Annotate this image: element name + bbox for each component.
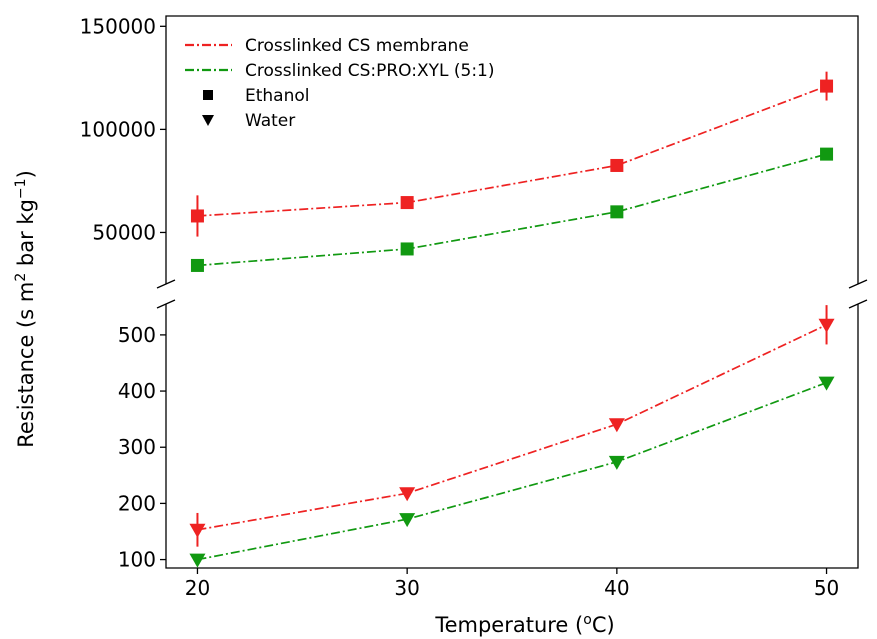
x-tick-label: 30: [394, 576, 419, 600]
legend-label: Crosslinked CS membrane: [245, 36, 469, 56]
data-point: [191, 259, 204, 272]
legend-label: Ethanol: [245, 86, 310, 106]
data-point: [191, 209, 204, 222]
data-point: [401, 242, 414, 255]
data-point: [820, 80, 833, 93]
data-point: [610, 205, 623, 218]
x-tick-label: 50: [814, 576, 839, 600]
x-tick-label: 40: [604, 576, 629, 600]
legend-label: Crosslinked CS:PRO:XYL (5:1): [245, 61, 495, 81]
y-axis-label: Resistance (s m2 bar kg−1): [13, 170, 38, 448]
y-tick-label: 200: [118, 491, 156, 515]
y-tick-label: 50000: [92, 220, 156, 244]
x-tick-label: 20: [185, 576, 210, 600]
data-point: [401, 196, 414, 209]
y-tick-label: 400: [118, 379, 156, 403]
y-tick-label: 500: [118, 323, 156, 347]
legend-label: Water: [245, 111, 295, 131]
y-tick-label: 150000: [80, 14, 156, 38]
y-tick-label: 300: [118, 435, 156, 459]
y-tick-label: 100: [118, 548, 156, 572]
data-point: [820, 148, 833, 161]
data-point: [610, 159, 623, 172]
legend-square-swatch: [203, 90, 213, 100]
y-tick-label: 100000: [80, 117, 156, 141]
